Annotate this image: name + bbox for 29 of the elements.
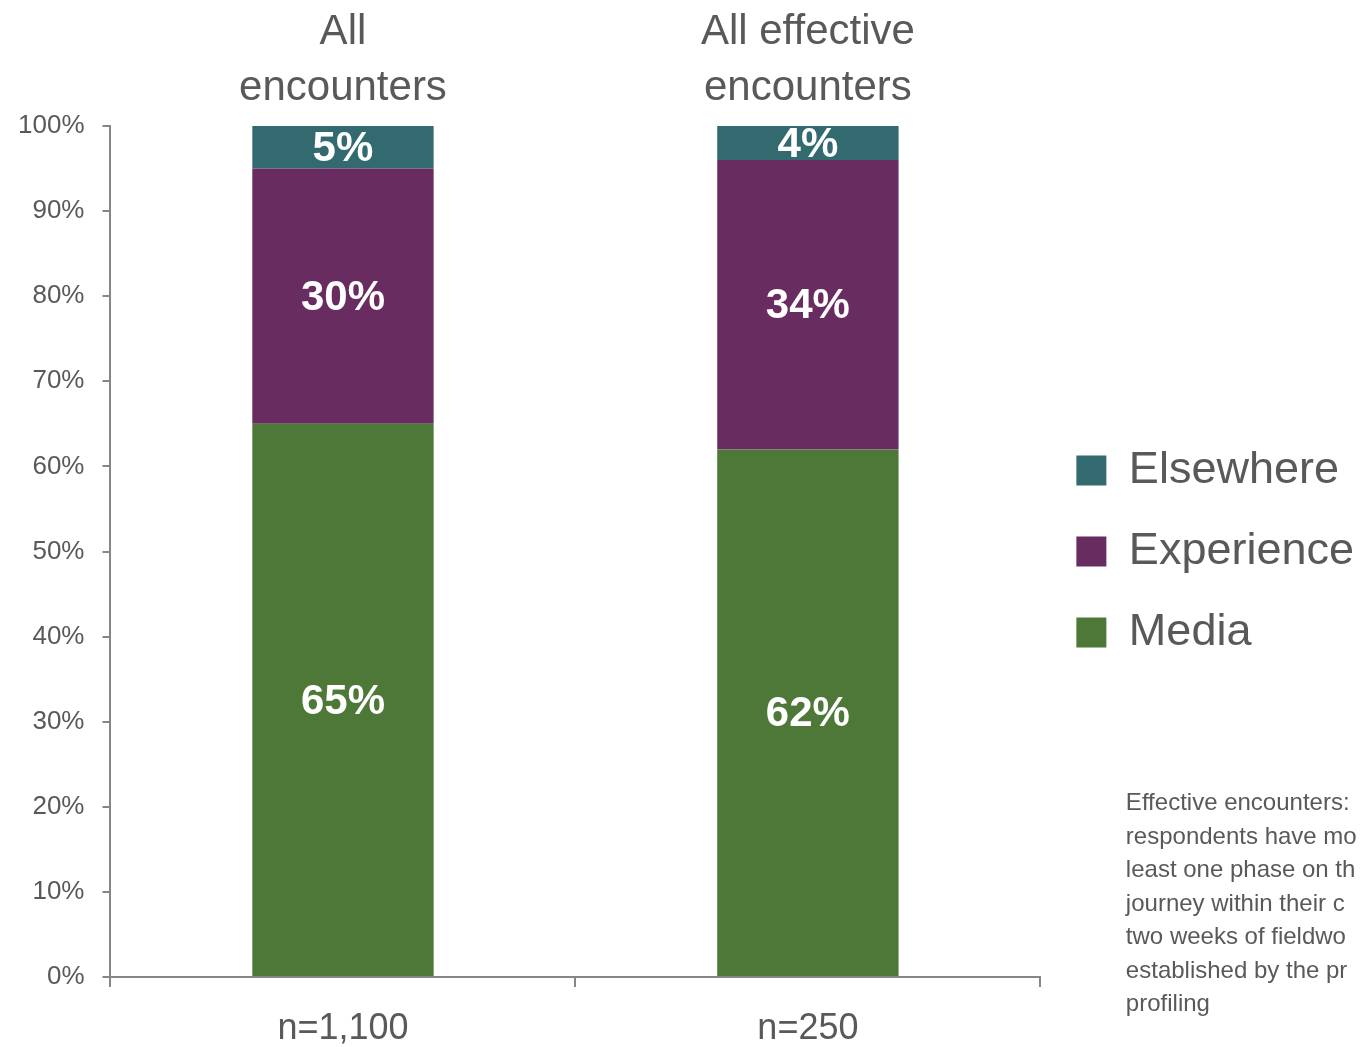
data-label: 30% [300, 271, 385, 319]
y-tick-label: 10% [32, 875, 85, 906]
x-tick-label: n=1,100 [277, 1005, 409, 1047]
y-tick-label: 30% [32, 704, 85, 735]
text: All encounters [239, 6, 447, 109]
data-label: 4% [777, 118, 839, 166]
x-tick-label: n=250 [757, 1005, 859, 1047]
legend-label: Experience [1128, 522, 1355, 574]
data-label: 34% [765, 280, 850, 328]
text: Effective encounters: respondents have mo least one phase on th journey within their c two weeks of fieldwo established by the pr profiling [1124, 788, 1357, 1016]
y-tick-label: 80% [32, 279, 85, 310]
legend-label: Media [1128, 603, 1253, 655]
y-tick-label: 20% [32, 789, 85, 820]
text: All effective encounters [700, 6, 915, 109]
legend-label: Elsewhere [1128, 441, 1339, 493]
y-tick-label: 90% [32, 194, 85, 225]
y-tick-label: 100% [18, 109, 85, 140]
y-tick-label: 50% [32, 534, 85, 565]
y-tick-label: 0% [46, 960, 85, 991]
y-tick-label: 60% [32, 449, 85, 480]
bar [717, 449, 899, 976]
data-label: 62% [765, 688, 850, 736]
y-tick-label: 40% [32, 619, 85, 650]
bar [252, 168, 434, 424]
y-tick-label: 70% [32, 364, 85, 395]
bar [717, 160, 899, 450]
data-label: 5% [312, 122, 374, 170]
data-label: 65% [300, 675, 385, 723]
bar [252, 423, 434, 976]
